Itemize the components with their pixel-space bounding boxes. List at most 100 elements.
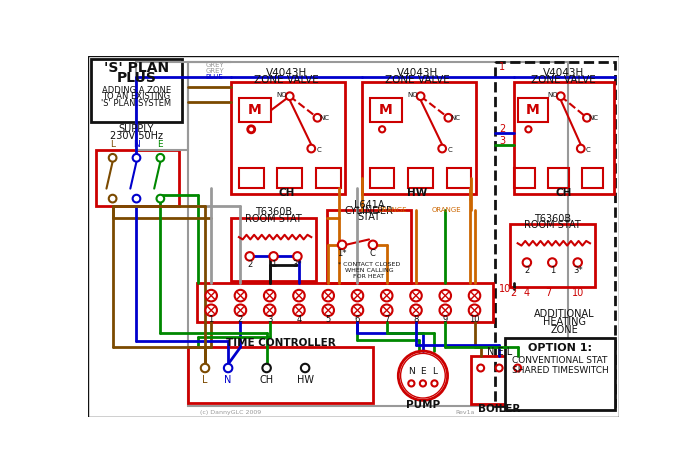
Bar [316, 168, 341, 188]
Circle shape [157, 154, 164, 161]
Circle shape [313, 114, 322, 122]
Circle shape [548, 258, 557, 267]
Text: ROOM STAT: ROOM STAT [245, 213, 302, 224]
Text: BOILER: BOILER [478, 404, 520, 414]
Text: 7: 7 [384, 315, 389, 324]
Circle shape [206, 305, 217, 316]
Circle shape [132, 195, 140, 203]
Text: CH: CH [279, 188, 295, 198]
Circle shape [469, 305, 480, 316]
Text: 10: 10 [571, 288, 584, 298]
Text: 3*: 3* [293, 260, 302, 269]
Circle shape [235, 290, 246, 301]
Text: V4043H: V4043H [397, 68, 438, 78]
Text: L: L [432, 367, 437, 376]
Text: CONVENTIONAL STAT: CONVENTIONAL STAT [512, 356, 608, 365]
Circle shape [322, 290, 334, 301]
Circle shape [477, 365, 484, 372]
Text: * CONTACT CLOSED: * CONTACT CLOSED [338, 262, 400, 267]
Circle shape [301, 364, 309, 372]
Bar [362, 82, 476, 194]
Circle shape [235, 305, 246, 316]
Text: ZONE: ZONE [551, 324, 578, 335]
Bar [231, 218, 316, 281]
Circle shape [293, 290, 305, 301]
Circle shape [411, 305, 422, 316]
Text: 4: 4 [296, 315, 302, 324]
Text: NO: NO [277, 92, 287, 98]
Circle shape [583, 114, 591, 122]
Text: 1*: 1* [337, 249, 347, 258]
Circle shape [262, 364, 271, 372]
Bar [188, 347, 373, 402]
Text: 2: 2 [510, 288, 516, 298]
Circle shape [132, 154, 140, 161]
Text: E: E [420, 367, 426, 376]
Text: L: L [110, 140, 115, 149]
Circle shape [417, 92, 424, 100]
Text: ADDING A ZONE: ADDING A ZONE [102, 86, 171, 95]
Text: 2: 2 [247, 260, 253, 269]
Text: 1: 1 [499, 62, 505, 72]
Circle shape [293, 252, 302, 261]
Text: M: M [379, 103, 393, 117]
Circle shape [264, 290, 275, 301]
Text: NC: NC [319, 115, 329, 121]
Text: ZONE VALVE: ZONE VALVE [385, 75, 450, 85]
Circle shape [525, 126, 531, 132]
Text: 3*: 3* [573, 266, 582, 276]
Bar [326, 210, 411, 283]
Text: CH: CH [259, 374, 274, 385]
Bar [370, 98, 402, 122]
Text: ADDITIONAL: ADDITIONAL [534, 309, 595, 319]
Bar [231, 82, 345, 194]
Bar [91, 59, 182, 122]
Text: STAT: STAT [357, 212, 380, 222]
Text: 1: 1 [208, 315, 214, 324]
Bar [582, 168, 603, 188]
Circle shape [469, 290, 480, 301]
Text: M: M [526, 103, 540, 117]
Circle shape [444, 114, 452, 122]
Circle shape [381, 305, 393, 316]
Text: CH: CH [555, 188, 572, 198]
Circle shape [438, 145, 446, 153]
Circle shape [338, 241, 346, 249]
Text: 3: 3 [267, 315, 273, 324]
Text: N: N [408, 367, 415, 376]
Circle shape [411, 290, 422, 301]
Text: 10: 10 [499, 284, 511, 294]
Text: FOR HEAT: FOR HEAT [353, 274, 384, 279]
Bar [518, 98, 549, 122]
Text: 'S' PLAN SYSTEM: 'S' PLAN SYSTEM [101, 99, 172, 109]
Text: 10: 10 [469, 315, 480, 324]
Text: C: C [370, 249, 376, 258]
Circle shape [495, 365, 502, 372]
Text: GREY: GREY [206, 62, 224, 68]
Text: 4: 4 [524, 288, 530, 298]
Text: NC: NC [451, 115, 460, 121]
Bar [471, 357, 527, 404]
Text: PLUS: PLUS [117, 71, 157, 85]
Text: 5: 5 [326, 315, 331, 324]
Bar [277, 168, 302, 188]
Text: 8: 8 [413, 315, 419, 324]
Bar [514, 82, 614, 194]
Text: C: C [448, 147, 452, 153]
Text: T6360B: T6360B [255, 207, 292, 218]
Bar [495, 62, 615, 406]
Text: 2: 2 [524, 266, 529, 276]
Text: CYLINDER: CYLINDER [344, 206, 393, 216]
Text: N E L: N E L [486, 347, 512, 357]
Text: ROOM STAT: ROOM STAT [524, 220, 581, 230]
Text: ZONE VALVE: ZONE VALVE [254, 75, 319, 85]
Circle shape [368, 241, 377, 249]
Circle shape [246, 252, 254, 261]
Circle shape [206, 290, 217, 301]
Bar [239, 168, 264, 188]
Bar [505, 338, 615, 410]
Text: Rev1a: Rev1a [455, 410, 475, 415]
Text: E: E [157, 140, 163, 149]
Bar [370, 168, 395, 188]
Circle shape [224, 364, 233, 372]
